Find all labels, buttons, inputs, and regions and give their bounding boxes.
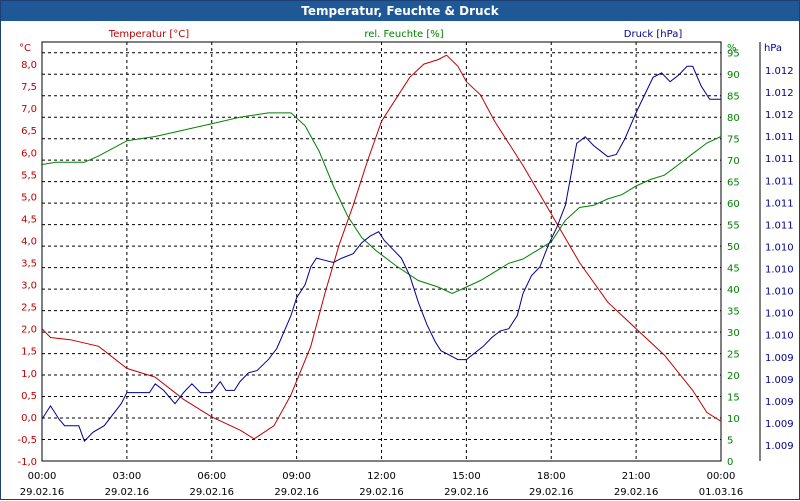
grid (41, 41, 722, 462)
humidity-series-label: rel. Feuchte [%] (364, 29, 443, 40)
pressure-tick-label: 1.012 (765, 66, 794, 77)
temperature-tick-label: 7,5 (21, 82, 37, 93)
temperature-tick-label: 3,5 (21, 259, 37, 270)
pressure-tick-label: 1.010 (765, 287, 794, 298)
temperature-tick-label: -0,5 (17, 435, 37, 446)
x-tick-time: 21:00 (622, 471, 651, 482)
humidity-tick-label: 10 (727, 414, 740, 425)
pressure-series-label: Druck [hPa] (624, 29, 683, 40)
temperature-line (41, 54, 722, 440)
temperature-tick-label: 0,0 (21, 413, 37, 424)
x-tick-date: 01.03.16 (699, 487, 744, 498)
humidity-tick-label: 95 (727, 49, 740, 60)
humidity-tick-label: 75 (727, 135, 740, 146)
x-tick-time: 15:00 (452, 471, 481, 482)
humidity-tick-label: 60 (727, 199, 740, 210)
humidity-tick-label: 0 (727, 457, 733, 468)
humidity-tick-label: 15 (727, 393, 740, 404)
x-tick-time: 06:00 (197, 471, 226, 482)
x-tick-date: 29.02.16 (20, 487, 65, 498)
pressure-tick-label: 1.011 (765, 154, 794, 165)
x-tick-date: 29.02.16 (105, 487, 150, 498)
humidity-tick-label: 5 (727, 436, 733, 447)
humidity-tick-label: 80 (727, 113, 740, 124)
x-tick-time: 12:00 (367, 471, 396, 482)
temperature-series-label: Temperatur [°C] (108, 29, 189, 40)
pressure-tick-label: 1.010 (765, 265, 794, 276)
temperature-tick-label: 4,0 (21, 236, 37, 247)
pressure-tick-label: 1.009 (765, 353, 794, 364)
pressure-tick-label: 1.009 (765, 375, 794, 386)
x-tick-time: 09:00 (282, 471, 311, 482)
x-tick-date: 29.02.16 (444, 487, 489, 498)
temperature-tick-label: 1,5 (21, 347, 37, 358)
x-tick-time: 03:00 (112, 471, 141, 482)
pressure-tick-label: 1.010 (765, 309, 794, 320)
temperature-tick-label: 7,0 (21, 104, 37, 115)
pressure-tick-label: 1.011 (765, 198, 794, 209)
humidity-tick-label: 85 (727, 92, 740, 103)
pressure-tick-label: 1.009 (765, 419, 794, 430)
temperature-tick-label: 0,5 (21, 391, 37, 402)
humidity-tick-label: 40 (727, 285, 740, 296)
x-tick-date: 29.02.16 (614, 487, 659, 498)
series-layer (41, 54, 722, 443)
temperature-tick-label: 6,5 (21, 126, 37, 137)
humidity-tick-label: 45 (727, 264, 740, 275)
pressure-unit: hPa (764, 43, 782, 54)
pressure-tick-label: 1.009 (765, 397, 794, 408)
window-title: Temperatur, Feuchte & Druck (1, 1, 799, 21)
pressure-tick-label: 1.011 (765, 132, 794, 143)
humidity-tick-label: 20 (727, 371, 740, 382)
temperature-tick-label: 8,0 (21, 60, 37, 71)
pressure-tick-label: 1.010 (765, 242, 794, 253)
humidity-tick-label: 90 (727, 70, 740, 81)
pressure-tick-label: 1.012 (765, 110, 794, 121)
humidity-tick-label: 65 (727, 178, 740, 189)
humidity-tick-label: 50 (727, 242, 740, 253)
temperature-tick-label: 5,5 (21, 170, 37, 181)
x-tick-date: 29.02.16 (189, 487, 234, 498)
humidity-tick-label: 35 (727, 307, 740, 318)
temperature-tick-label: 6,0 (21, 148, 37, 159)
pressure-tick-label: 1.010 (765, 331, 794, 342)
x-tick-date: 29.02.16 (274, 487, 319, 498)
x-tick-date: 29.02.16 (529, 487, 574, 498)
axes: 00:00 29.02.16 03:00 29.02.16 06:00 29.02.16 0… (17, 42, 794, 498)
x-tick-time: 00:00 (28, 471, 57, 482)
humidity-tick-label: 55 (727, 221, 740, 232)
pressure-tick-label: 1.011 (765, 176, 794, 187)
humidity-tick-label: 25 (727, 350, 740, 361)
x-tick-time: 18:00 (537, 471, 566, 482)
temperature-tick-label: 2,5 (21, 303, 37, 314)
pressure-line (41, 65, 721, 443)
humidity-unit: % (727, 43, 737, 54)
pressure-tick-label: 1.009 (765, 441, 794, 452)
humidity-tick-label: 30 (727, 328, 740, 339)
temperature-unit: °C (19, 43, 31, 54)
humidity-line (41, 112, 722, 294)
pressure-tick-label: 1.012 (765, 88, 794, 99)
x-tick-date: 29.02.16 (359, 487, 404, 498)
temperature-tick-label: 4,5 (21, 214, 37, 225)
humidity-tick-label: 70 (727, 156, 740, 167)
temperature-tick-label: 1,0 (21, 369, 37, 380)
temperature-tick-label: -1,0 (17, 457, 37, 468)
temperature-tick-label: 3,0 (21, 281, 37, 292)
x-tick-time: 00:00 (707, 471, 736, 482)
temperature-tick-label: 2,0 (21, 325, 37, 336)
pressure-tick-label: 1.011 (765, 220, 794, 231)
temperature-tick-label: 5,0 (21, 192, 37, 203)
